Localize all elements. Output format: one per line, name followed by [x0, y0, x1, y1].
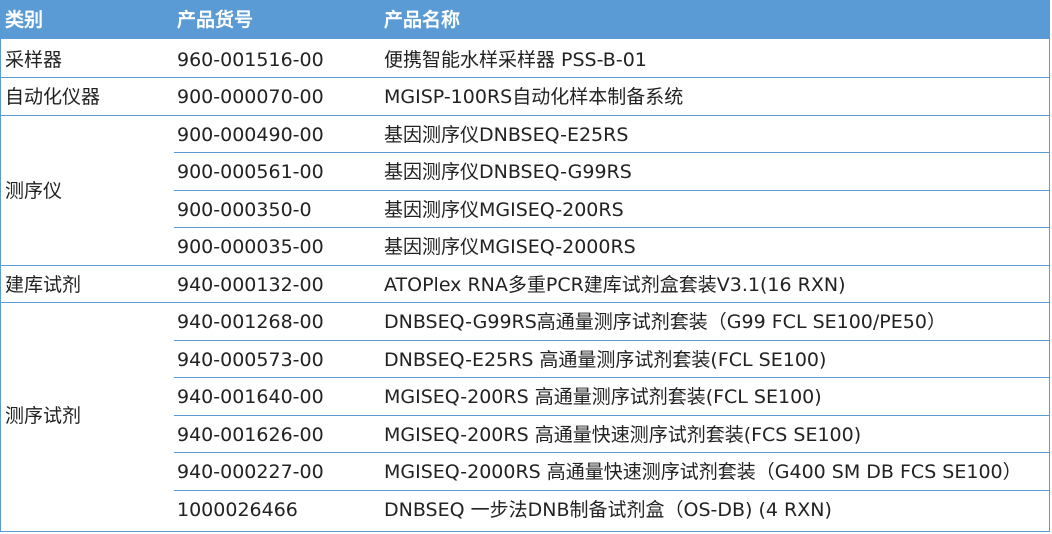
header-category: 类别	[5, 9, 44, 31]
row-divider	[1, 302, 1049, 303]
category-cell: 测序试剂	[5, 405, 82, 427]
product-code: 900-000490-00	[177, 124, 324, 146]
category-cell: 建库试剂	[5, 274, 82, 296]
product-code: 900-000561-00	[177, 161, 324, 183]
product-name: MGISP-100RS自动化样本制备系统	[384, 86, 684, 108]
product-code: 1000026466	[177, 499, 298, 521]
product-code: 940-000227-00	[177, 461, 324, 483]
product-name: MGISEQ-200RS 高通量测序试剂套装(FCL SE100)	[384, 386, 822, 408]
row-divider	[174, 152, 1049, 153]
category-cell: 采样器	[5, 49, 63, 71]
row-divider	[1, 265, 1049, 266]
product-code: 900-000035-00	[177, 236, 324, 258]
category-cell: 测序仪	[5, 180, 63, 202]
table-header: 类别 产品货号 产品名称	[1, 1, 1049, 39]
product-code: 940-001268-00	[177, 311, 324, 333]
product-name: 基因测序仪DNBSEQ-E25RS	[384, 124, 629, 146]
header-name: 产品名称	[384, 9, 461, 31]
product-name: ATOPlex RNA多重PCR建库试剂盒套装V3.1(16 RXN)	[384, 274, 846, 296]
product-name: MGISEQ-200RS 高通量快速测序试剂套装(FCS SE100)	[384, 424, 862, 446]
product-name: 基因测序仪MGISEQ-200RS	[384, 199, 624, 221]
row-divider	[174, 490, 1049, 491]
row-divider	[174, 190, 1049, 191]
category-cell: 自动化仪器	[5, 86, 101, 108]
row-divider	[174, 415, 1049, 416]
product-code: 900-000070-00	[177, 86, 324, 108]
product-code: 940-000573-00	[177, 349, 324, 371]
row-divider	[1, 115, 1049, 116]
product-code: 940-001626-00	[177, 424, 324, 446]
product-name: 基因测序仪MGISEQ-2000RS	[384, 236, 636, 258]
row-divider	[1, 77, 1049, 78]
row-divider	[174, 452, 1049, 453]
product-name: DNBSEQ-E25RS 高通量测序试剂套装(FCL SE100)	[384, 349, 827, 371]
header-code: 产品货号	[177, 9, 254, 31]
row-divider	[174, 377, 1049, 378]
product-name: MGISEQ-2000RS 高通量快速测序试剂套装（G400 SM DB FCS…	[384, 461, 1022, 483]
product-name: DNBSEQ-G99RS高通量测序试剂套装（G99 FCL SE100/PE50…	[384, 311, 946, 333]
product-name: 基因测序仪DNBSEQ-G99RS	[384, 161, 632, 183]
product-name: DNBSEQ 一步法DNB制备试剂盒（OS-DB) (4 RXN)	[384, 499, 832, 521]
product-name: 便携智能水样采样器 PSS-B-01	[384, 49, 647, 71]
product-code: 940-000132-00	[177, 274, 324, 296]
row-divider	[174, 340, 1049, 341]
product-code: 900-000350-0	[177, 199, 312, 221]
row-divider	[174, 227, 1049, 228]
product-code: 960-001516-00	[177, 49, 324, 71]
product-code: 940-001640-00	[177, 386, 324, 408]
